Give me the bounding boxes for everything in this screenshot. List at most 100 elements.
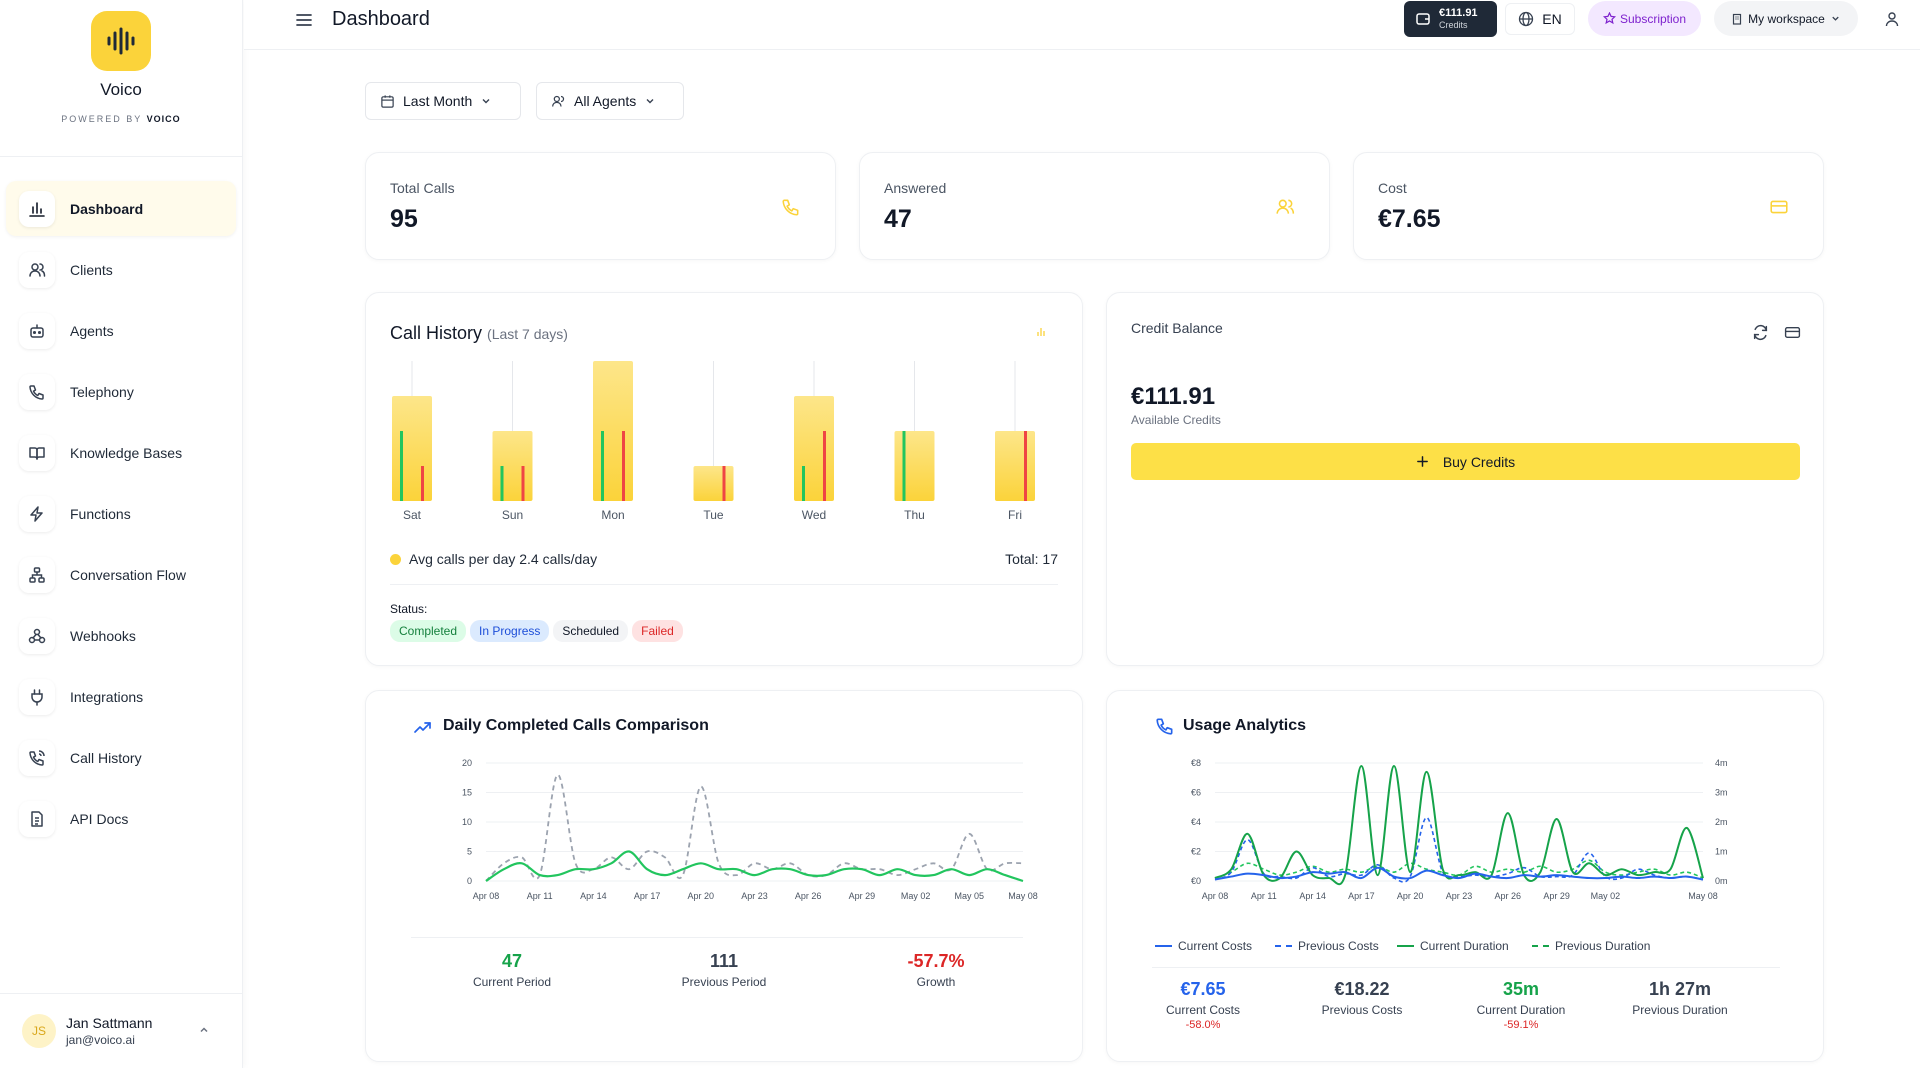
- status-badge-in-progress: In Progress: [470, 620, 550, 642]
- sidebar-item-api-docs[interactable]: API Docs: [6, 791, 236, 846]
- daily-comparison-line-chart: 0 5 10 15 20 Apr 08 Apr 11 Apr 14 Apr 17 Apr 20 Ap…: [462, 758, 1038, 901]
- completed-bar: [500, 466, 504, 501]
- plug-icon: [19, 678, 55, 715]
- calendar-icon: [381, 94, 394, 108]
- failed-bar: [622, 431, 625, 501]
- stat-card-cost: Cost €7.65: [1353, 152, 1824, 260]
- refresh-icon[interactable]: [1752, 324, 1769, 341]
- y-tick-label: 20: [462, 758, 472, 768]
- credit-card-icon: [1770, 200, 1788, 214]
- completed-bar: [902, 431, 906, 501]
- users-icon: [1276, 199, 1295, 214]
- x-tick-label: Apr 11: [1251, 891, 1277, 901]
- credit-balance-card: Credit Balance €111.91 Available Credits…: [1106, 292, 1824, 666]
- stat-card-total-calls: Total Calls 95: [365, 152, 836, 260]
- y-tick-label: €0: [1191, 876, 1201, 886]
- subscription-label: Subscription: [1619, 11, 1687, 26]
- completed-bar: [400, 431, 403, 501]
- previous-period-value: 111: [709, 951, 739, 971]
- x-tick-label: Apr 20: [688, 891, 715, 901]
- sidebar-item-agents[interactable]: Agents: [6, 303, 236, 358]
- y-tick-label: €8: [1191, 758, 1201, 768]
- y-tick-label: €6: [1191, 788, 1201, 798]
- current-period-line: [485, 850, 1024, 883]
- y-tick-label-right: 2m: [1715, 817, 1728, 827]
- users-icon: [552, 95, 565, 107]
- language-select[interactable]: EN: [1505, 3, 1575, 35]
- growth-value: -57.7%: [907, 951, 965, 971]
- sidebar-item-label: Clients: [70, 261, 113, 278]
- buy-credits-button[interactable]: Buy Credits: [1131, 443, 1800, 480]
- call-bar: [693, 466, 734, 501]
- status-badge-failed: Failed: [632, 620, 683, 642]
- summary-value: €7.65: [1180, 979, 1226, 999]
- failed-bar: [521, 466, 525, 501]
- x-tick-label: Apr 17: [634, 891, 661, 901]
- period-filter[interactable]: Last Month: [365, 82, 521, 120]
- usage-summary-current-costs: €7.65 Current Costs -58.0%: [1123, 979, 1283, 1031]
- x-tick-label: Apr 29: [849, 891, 876, 901]
- sidebar-item-label: API Docs: [70, 810, 129, 827]
- user-menu[interactable]: JS Jan Sattmann jan@voico.ai: [0, 993, 243, 1068]
- daily-comparison-card: Daily Completed Calls Comparison 0 5 10 15 2…: [365, 690, 1083, 1062]
- sidebar-item-conversation-flow[interactable]: Conversation Flow: [6, 547, 236, 602]
- x-tick-label: May 02: [901, 891, 931, 901]
- sidebar-item-label: Dashboard: [70, 200, 144, 217]
- call-bar: [392, 396, 432, 501]
- usage-analytics-card: Usage Analytics €0 0m €2 1m €4 2m €6 3m €8 4m Apr …: [1106, 690, 1824, 1062]
- x-tick-label: Sun: [502, 508, 523, 522]
- sidebar-item-telephony[interactable]: Telephony: [6, 364, 236, 419]
- stat-value: €7.65: [1378, 205, 1441, 233]
- sidebar-item-knowledge-bases[interactable]: Knowledge Bases: [6, 425, 236, 480]
- sidebar-item-webhooks[interactable]: Webhooks: [6, 608, 236, 663]
- summary-label: Previous Duration: [1632, 1003, 1728, 1017]
- stat-card-answered: Answered 47: [859, 152, 1330, 260]
- sidebar-item-label: Conversation Flow: [70, 566, 186, 583]
- legend-dot: [390, 553, 401, 565]
- sidebar-item-call-history[interactable]: Call History: [6, 730, 236, 785]
- x-tick-label: Thu: [904, 508, 925, 522]
- credits-button[interactable]: €111.91 Credits: [1404, 1, 1497, 37]
- x-tick-label: Sat: [403, 508, 422, 522]
- sidebar-item-clients[interactable]: Clients: [6, 242, 236, 297]
- stat-value: 47: [884, 205, 912, 233]
- summary-change: -59.1%: [1503, 1019, 1539, 1031]
- star-icon: [1602, 12, 1616, 25]
- user-icon[interactable]: [1883, 10, 1901, 28]
- failed-bar: [722, 466, 726, 501]
- current-period-value: 47: [501, 951, 523, 971]
- legend-swatch: [1275, 945, 1292, 947]
- workspace-select[interactable]: My workspace: [1714, 1, 1858, 36]
- status-badge-completed: Completed: [390, 620, 467, 642]
- usage-analytics-title: Usage Analytics: [1183, 717, 1307, 734]
- sidebar-item-label: Knowledge Bases: [70, 444, 183, 461]
- voico-logo-icon: [91, 11, 151, 71]
- credit-card-icon[interactable]: [1784, 324, 1801, 341]
- summary-label: Previous Costs: [1321, 1003, 1403, 1017]
- y-tick-label-right: 3m: [1715, 788, 1728, 798]
- growth-label: Growth: [916, 975, 956, 989]
- x-tick-label: Tue: [703, 508, 724, 522]
- agents-filter-label: All Agents: [574, 93, 637, 109]
- y-tick-label: 15: [462, 788, 472, 798]
- plus-icon: [1416, 456, 1428, 467]
- language-label: EN: [1542, 11, 1562, 27]
- phone-icon: [19, 373, 55, 410]
- summary-label: Current Costs: [1165, 1003, 1241, 1017]
- call-bar: [492, 431, 533, 501]
- sidebar-item-integrations[interactable]: Integrations: [6, 669, 236, 724]
- sidebar-item-label: Webhooks: [70, 627, 136, 644]
- agents-filter[interactable]: All Agents: [536, 82, 684, 120]
- previous-period-line: [485, 773, 1024, 882]
- x-tick-label: Apr 14: [1299, 891, 1326, 901]
- workspace-label: My workspace: [1748, 11, 1825, 26]
- call-bar: [894, 431, 935, 501]
- subscription-button[interactable]: Subscription: [1588, 1, 1701, 36]
- sidebar-item-functions[interactable]: Functions: [6, 486, 236, 541]
- menu-icon[interactable]: [294, 10, 314, 30]
- sidebar-item-dashboard[interactable]: Dashboard: [6, 181, 236, 236]
- sidebar-nav: Dashboard Clients Agents Telephony Knowl…: [0, 157, 242, 846]
- legend-current-costs: Current Costs: [1155, 939, 1252, 953]
- chevron-down-icon: [1832, 16, 1839, 21]
- network-icon: [19, 556, 55, 593]
